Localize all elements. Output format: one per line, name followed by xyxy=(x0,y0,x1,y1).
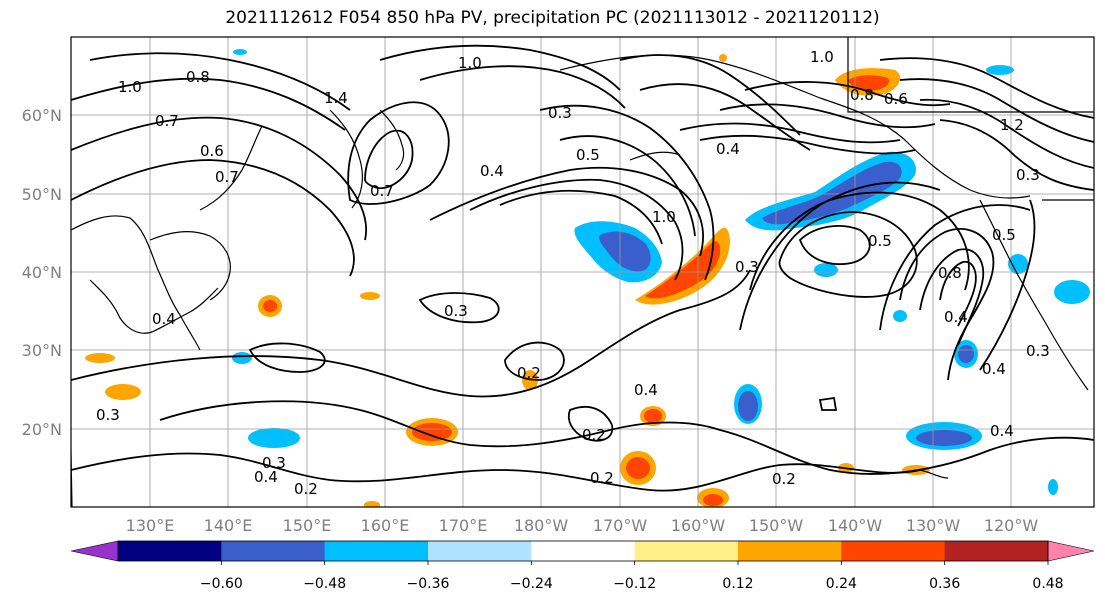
gridlines xyxy=(71,37,1094,507)
contour-label: 1.0 xyxy=(810,48,834,66)
contour-label: 1.2 xyxy=(1000,116,1024,134)
contour-label: 0.3 xyxy=(1016,166,1040,184)
contour-labels: 1.0 0.8 0.7 1.0 1.4 0.3 0.5 0.4 0.3 1.0 … xyxy=(96,48,1050,498)
contour-label: 0.3 xyxy=(548,104,572,122)
colorbar-segment xyxy=(324,541,429,561)
colorbar-segment xyxy=(634,541,739,561)
colorbar-tick-label: 0.24 xyxy=(826,576,857,592)
lon-label: 180°W xyxy=(514,516,569,535)
colorbar-segment xyxy=(738,541,842,561)
contour-label: 0.3 xyxy=(262,454,286,472)
colorbar-extend-high xyxy=(1047,540,1095,562)
contour-label: 0.6 xyxy=(200,142,224,160)
colorbar-segment xyxy=(221,541,326,561)
contour-label: 0.4 xyxy=(634,381,658,399)
precip-positive-band xyxy=(635,227,730,305)
contour-label: 0.8 xyxy=(850,86,874,104)
contour-label: 0.5 xyxy=(576,146,600,164)
contour-label: 0.2 xyxy=(590,469,614,487)
map-title: 2021112612 F054 850 hPa PV, precipitatio… xyxy=(225,8,880,28)
precip-fills xyxy=(85,49,1090,507)
contour-label: 1.0 xyxy=(118,78,142,96)
contour-label: 0.4 xyxy=(480,162,504,180)
latitude-labels: 60°N 50°N 40°N 30°N 20°N xyxy=(22,106,62,439)
lon-label: 140°W xyxy=(828,516,883,535)
lon-label: 130°E xyxy=(126,516,175,535)
contour-label: 0.7 xyxy=(370,182,394,200)
contour-label: 0.3 xyxy=(1026,342,1050,360)
contour-label: 0.2 xyxy=(582,426,606,444)
contour-label: 0.2 xyxy=(294,480,318,498)
contour-label: 0.8 xyxy=(938,264,962,282)
lon-label: 120°W xyxy=(984,516,1039,535)
contour-label: 0.2 xyxy=(517,364,541,382)
lon-label: 160°E xyxy=(361,516,410,535)
contour-label: 0.5 xyxy=(868,232,892,250)
lon-label: 170°E xyxy=(439,516,488,535)
lon-label: 150°W xyxy=(749,516,804,535)
contour-label: 0.4 xyxy=(982,360,1006,378)
contour-label: 0.3 xyxy=(96,406,120,424)
contour-label: 0.7 xyxy=(155,112,179,130)
colorbar-tick-label: −0.36 xyxy=(407,576,450,592)
colorbar-extend-low xyxy=(70,540,119,562)
lat-label: 60°N xyxy=(22,106,62,125)
contour-label: 0.2 xyxy=(772,470,796,488)
contour-label: 0.4 xyxy=(990,422,1014,440)
lat-label: 40°N xyxy=(22,263,62,282)
colorbar-segment xyxy=(428,541,532,561)
colorbar-tick-label: 0.12 xyxy=(722,576,753,592)
colorbar-tick-label: −0.60 xyxy=(200,576,243,592)
contour-label: 0.4 xyxy=(254,468,278,486)
lat-label: 20°N xyxy=(22,420,62,439)
contour-label: 1.4 xyxy=(324,89,348,107)
contour-label: 0.8 xyxy=(186,68,210,86)
contour-label: 0.3 xyxy=(444,302,468,320)
colorbar-tick-label: −0.24 xyxy=(510,576,553,592)
lon-label: 130°W xyxy=(906,516,961,535)
pv-contours xyxy=(71,44,1094,492)
contour-label: 0.3 xyxy=(735,258,759,276)
colorbar-tick-label: −0.12 xyxy=(613,576,656,592)
colorbar: −0.60 −0.48 −0.36 −0.24 −0.12 0.12 0.24 0.36 0.4… xyxy=(70,540,1095,592)
lon-label: 150°E xyxy=(283,516,332,535)
colorbar-segment xyxy=(531,541,636,561)
contour-label: 1.0 xyxy=(458,54,482,72)
contour-label: 1.0 xyxy=(652,208,676,226)
lon-label: 170°W xyxy=(593,516,648,535)
colorbar-segment xyxy=(944,541,1049,561)
lat-label: 50°N xyxy=(22,185,62,204)
contour-label: 0.7 xyxy=(215,168,239,186)
colorbar-tick-label: 0.48 xyxy=(1032,576,1063,592)
contour-label: 0.4 xyxy=(152,310,176,328)
longitude-labels: 130°E 140°E 150°E 160°E 170°E 180°W 170°W 160°W… xyxy=(126,516,1039,535)
colorbar-segment xyxy=(118,541,222,561)
contour-label: 0.4 xyxy=(716,140,740,158)
map-frame xyxy=(70,36,1095,508)
contour-label: 0.5 xyxy=(992,226,1016,244)
lon-label: 140°E xyxy=(204,516,253,535)
lat-label: 30°N xyxy=(22,341,62,360)
contour-label: 0.4 xyxy=(944,308,968,326)
colorbar-segment xyxy=(841,541,946,561)
colorbar-tick-label: 0.36 xyxy=(929,576,960,592)
colorbar-tick-label: −0.48 xyxy=(303,576,346,592)
lon-label: 160°W xyxy=(671,516,726,535)
contour-label: 0.6 xyxy=(884,90,908,108)
